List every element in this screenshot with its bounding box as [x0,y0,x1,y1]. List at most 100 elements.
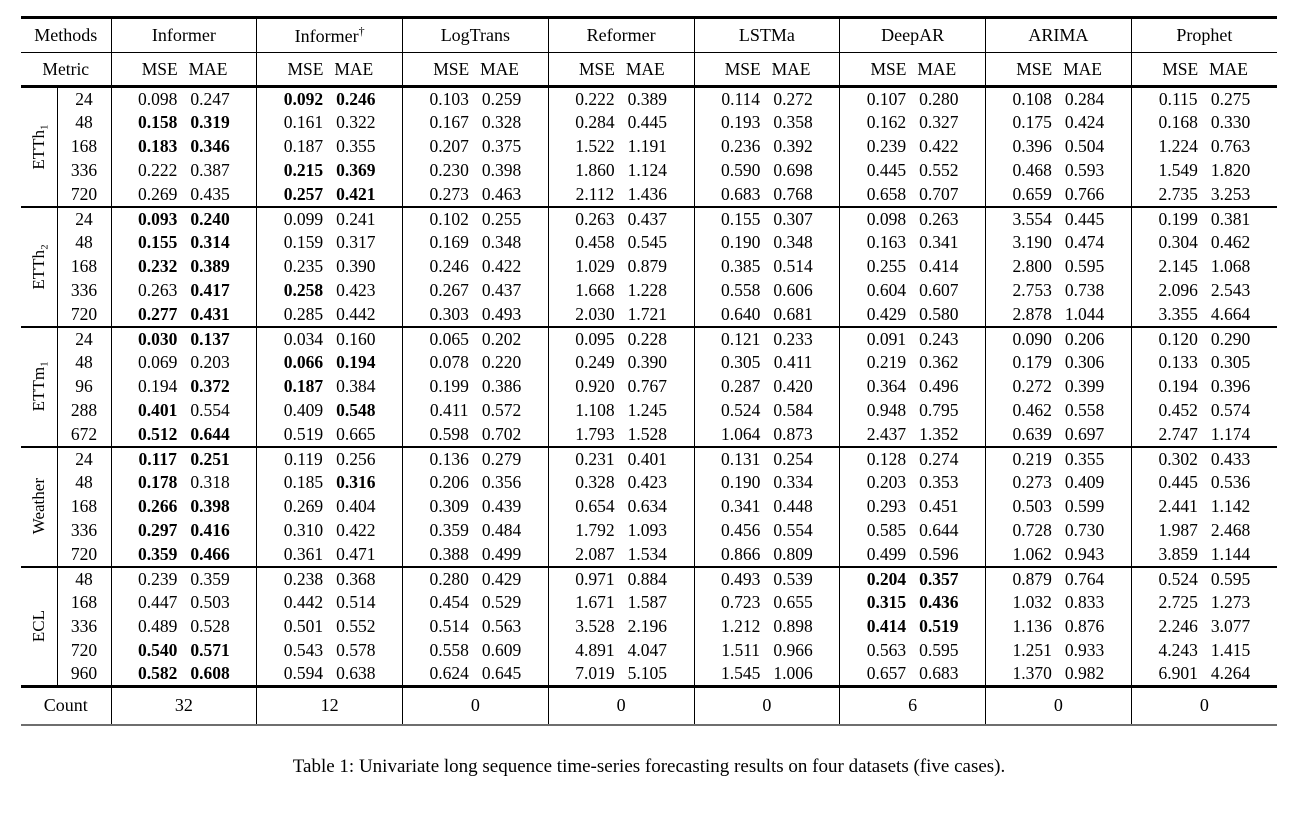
mae-value: 0.275 [1210,88,1251,109]
metric-pair-header: MSE MAE [985,52,1132,87]
mae-value: 0.536 [1210,472,1251,492]
dataset-label-text: Weather [29,478,49,535]
mae-value: 0.305 [1210,352,1251,372]
result-cell: 1.251 0.933 [985,638,1132,663]
mae-value: 0.738 [1064,280,1105,300]
mse-value: 0.258 [283,280,324,300]
mse-value: 0.178 [138,472,178,492]
data-row: 672 0.512 0.644 0.519 0.665 0.598 0.702 1.79… [21,422,1277,447]
result-cell: 0.206 0.356 [402,470,549,495]
method-header-prophet: Prophet [1130,17,1277,53]
result-cell: 0.658 0.707 [839,182,986,207]
result-cell: 0.456 0.554 [693,518,840,543]
mae-value: 0.548 [336,400,376,420]
mse-value: 0.302 [1158,448,1198,469]
mse-value: 0.447 [138,592,178,612]
result-cell: 2.246 3.077 [1130,614,1277,639]
mae-value: 0.358 [773,112,813,132]
mse-value: 0.452 [1158,400,1198,420]
mae-value: 0.766 [1064,183,1105,204]
mae-value: 1.174 [1210,423,1251,444]
mae-value: 0.220 [481,352,522,372]
metric-pair-header: MSE MAE [693,52,840,87]
mse-value: 0.078 [429,352,469,372]
result-cell: 0.030 0.137 [110,326,257,351]
mae-value: 0.420 [773,376,813,396]
mse-header-label: MSE [870,58,907,79]
mae-value: 0.514 [336,592,376,612]
mae-value: 0.445 [1064,208,1105,229]
mse-value: 0.866 [721,543,761,564]
mse-value: 0.249 [575,352,615,372]
mse-value: 0.199 [429,376,469,396]
result-cell: 0.273 0.463 [402,182,549,207]
data-row: 288 0.401 0.554 0.409 0.548 0.411 0.572 1.10… [21,398,1277,423]
result-cell: 0.624 0.645 [402,662,549,687]
result-cell: 0.364 0.496 [839,374,986,399]
result-cell: 0.168 0.330 [1130,110,1277,135]
mae-value: 1.191 [627,136,667,156]
result-cell: 0.328 0.423 [547,470,694,495]
mse-value: 0.236 [721,136,761,156]
mse-value: 1.793 [575,423,615,444]
mse-value: 1.792 [575,520,615,540]
mse-value: 2.753 [1012,280,1052,300]
mae-value: 0.233 [773,328,813,349]
mae-value: 0.319 [190,112,230,132]
result-cell: 0.302 0.433 [1130,446,1277,471]
result-cell: 0.133 0.305 [1130,350,1277,375]
mse-value: 0.293 [866,496,907,516]
result-cell: 0.971 0.884 [547,566,694,591]
result-cell: 0.239 0.359 [110,566,257,591]
mse-value: 1.370 [1012,663,1052,684]
mse-value: 0.396 [1012,136,1052,156]
result-cell: 6.901 4.264 [1130,662,1277,687]
mae-value: 0.389 [190,256,230,276]
result-cell: 0.187 0.384 [256,374,403,399]
mae-value: 0.879 [627,256,667,276]
result-cell: 0.269 0.404 [256,494,403,519]
mae-value: 0.422 [481,256,522,276]
mae-value: 0.409 [1064,472,1105,492]
mse-value: 0.092 [283,88,324,109]
mae-value: 2.468 [1210,520,1251,540]
result-cell: 0.199 0.386 [402,374,549,399]
horizon-label: 336 [56,518,111,543]
mse-value: 0.414 [866,616,907,636]
count-value: 12 [256,686,403,725]
mae-value: 0.595 [919,640,959,660]
result-cell: 2.437 1.352 [839,422,986,447]
mse-value: 0.303 [429,303,469,324]
mae-value: 0.767 [627,376,667,396]
mse-value: 3.190 [1012,232,1052,252]
result-cell: 0.284 0.445 [547,110,694,135]
mae-value: 0.359 [190,568,230,589]
mse-value: 0.102 [429,208,469,229]
mae-value: 0.683 [919,663,959,684]
result-cell: 0.590 0.698 [693,158,840,183]
methods-header-cell: Methods [34,25,98,45]
result-cell: 2.753 0.738 [985,278,1132,303]
data-row: 168 0.266 0.398 0.269 0.404 0.309 0.439 0.65… [21,494,1277,519]
horizon-label: 24 [56,326,111,351]
result-cell: 0.396 0.504 [985,134,1132,159]
result-cell: 0.095 0.228 [547,326,694,351]
mse-value: 0.585 [866,520,907,540]
mse-value: 0.388 [429,543,469,564]
mse-value: 2.441 [1158,496,1198,516]
horizon-label: 336 [56,158,111,183]
mse-value: 0.230 [429,160,469,180]
result-cell: 2.735 3.253 [1130,182,1277,207]
mse-value: 0.093 [138,208,178,229]
mae-value: 0.645 [481,663,522,684]
mse-value: 0.657 [866,663,907,684]
mae-value: 0.609 [481,640,522,660]
result-cell: 0.280 0.429 [402,566,549,591]
mae-value: 0.307 [773,208,813,229]
mse-value: 0.594 [283,663,324,684]
mse-value: 1.522 [575,136,615,156]
mae-value: 0.681 [773,303,813,324]
mae-value: 0.290 [1210,328,1251,349]
mae-value: 0.606 [773,280,813,300]
mae-value: 0.665 [336,423,376,444]
